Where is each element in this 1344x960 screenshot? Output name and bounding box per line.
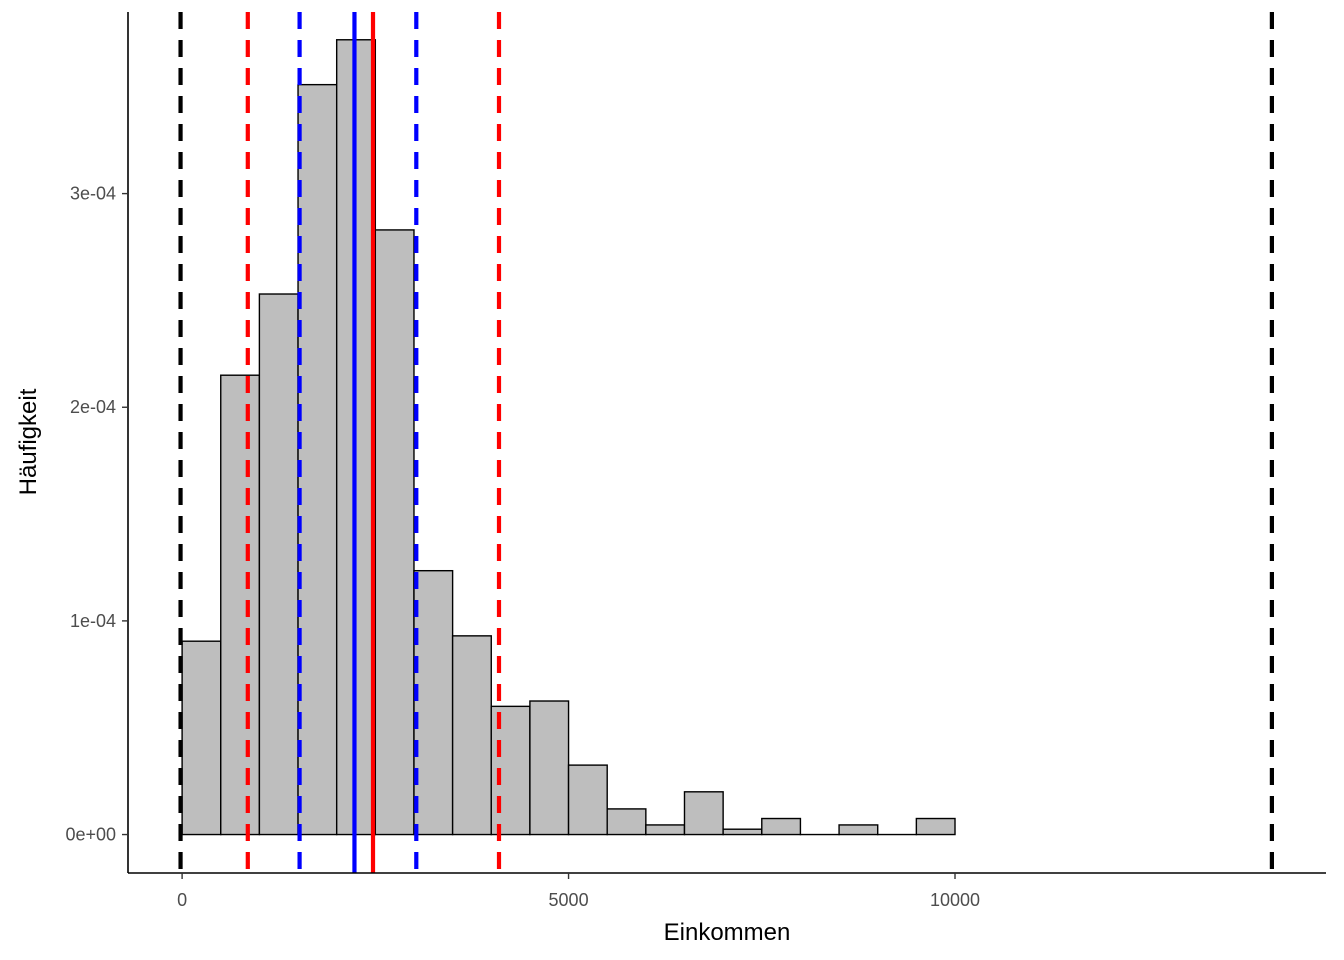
histogram-bar-1 (220, 374, 261, 836)
histogram-bar-11 (606, 808, 647, 836)
histogram-bar-9 (529, 700, 570, 836)
histogram-bar-3 (297, 83, 338, 836)
histogram-bar-19 (915, 817, 956, 836)
x-axis-ticks: 0 5000 10000 (177, 873, 980, 910)
histogram-bar-6 (413, 569, 454, 836)
y-tick-label-2: 2e-04 (70, 397, 116, 417)
x-axis-title: Einkommen (664, 919, 791, 946)
histogram-bar-10 (567, 764, 608, 836)
histogram-bar-7 (451, 635, 492, 836)
histogram-bar-15 (761, 817, 802, 836)
x-tick-label-1: 5000 (549, 890, 589, 910)
histogram-bar-13 (683, 791, 724, 836)
histogram-bar-12 (645, 824, 686, 836)
histogram-bar-14 (722, 828, 763, 836)
histogram-bar-2 (258, 293, 299, 836)
y-axis-ticks: 0e+00 1e-04 2e-04 3e-04 (65, 184, 128, 845)
y-tick-label-1: 1e-04 (70, 611, 116, 631)
x-tick-label-2: 10000 (930, 890, 980, 910)
x-tick-label-0: 0 (177, 890, 187, 910)
y-tick-label-3: 3e-04 (70, 184, 116, 204)
y-axis-title: Häufigkeit (15, 388, 42, 495)
histogram-bar-5 (374, 229, 415, 836)
histogram-bar-17 (838, 824, 879, 836)
reference-lines (178, 12, 1274, 873)
histogram-bar-0 (181, 640, 222, 836)
histogram-bars (181, 39, 956, 836)
y-tick-label-0: 0e+00 (65, 825, 116, 845)
